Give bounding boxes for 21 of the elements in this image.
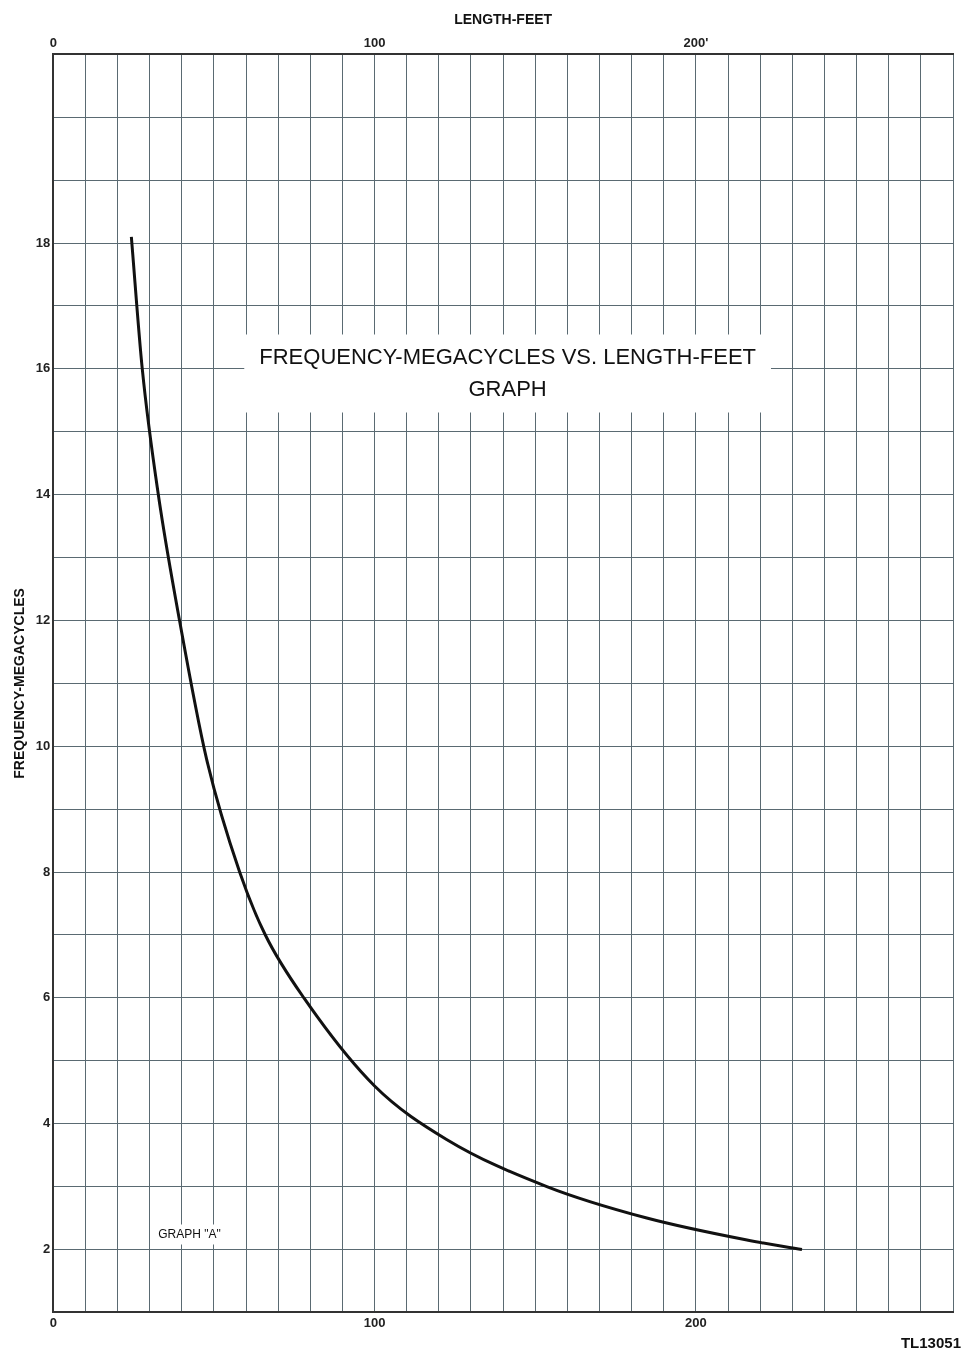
x-tick-label: 200 [685, 1314, 707, 1330]
x2-axis-title: LENGTH-FEET [454, 11, 553, 28]
y-tick-label: 4 [43, 1115, 52, 1131]
annotation: GRAPH "A" [158, 1226, 221, 1241]
y-tick-label: 2 [43, 1241, 51, 1257]
y-tick-label: 8 [43, 863, 51, 879]
y-tick-label: 16 [35, 360, 51, 376]
text: TL13051 [900, 1334, 961, 1352]
y-tick-label: 6 [43, 989, 51, 1005]
x-tick-label: 100 [363, 1314, 386, 1330]
x2-tick-label: 200' [683, 35, 709, 51]
x-tick-label: 0 [49, 1314, 57, 1330]
y-tick-label: 14 [35, 486, 52, 502]
line-series [129, 235, 804, 1251]
y-tick-label: 12 [35, 612, 51, 628]
y-tick-label: 18 [35, 234, 51, 250]
y-tick-label: 10 [35, 737, 51, 753]
y-axis-title: FREQUENCY-MEGACYCLES [11, 588, 28, 779]
x2-tick-label: 0 [49, 35, 57, 51]
text: FREQUENCY-MEGACYCLES VS. LENGTH-FEET GRAPH [259, 344, 756, 402]
x2-tick-label: 100 [363, 35, 386, 51]
